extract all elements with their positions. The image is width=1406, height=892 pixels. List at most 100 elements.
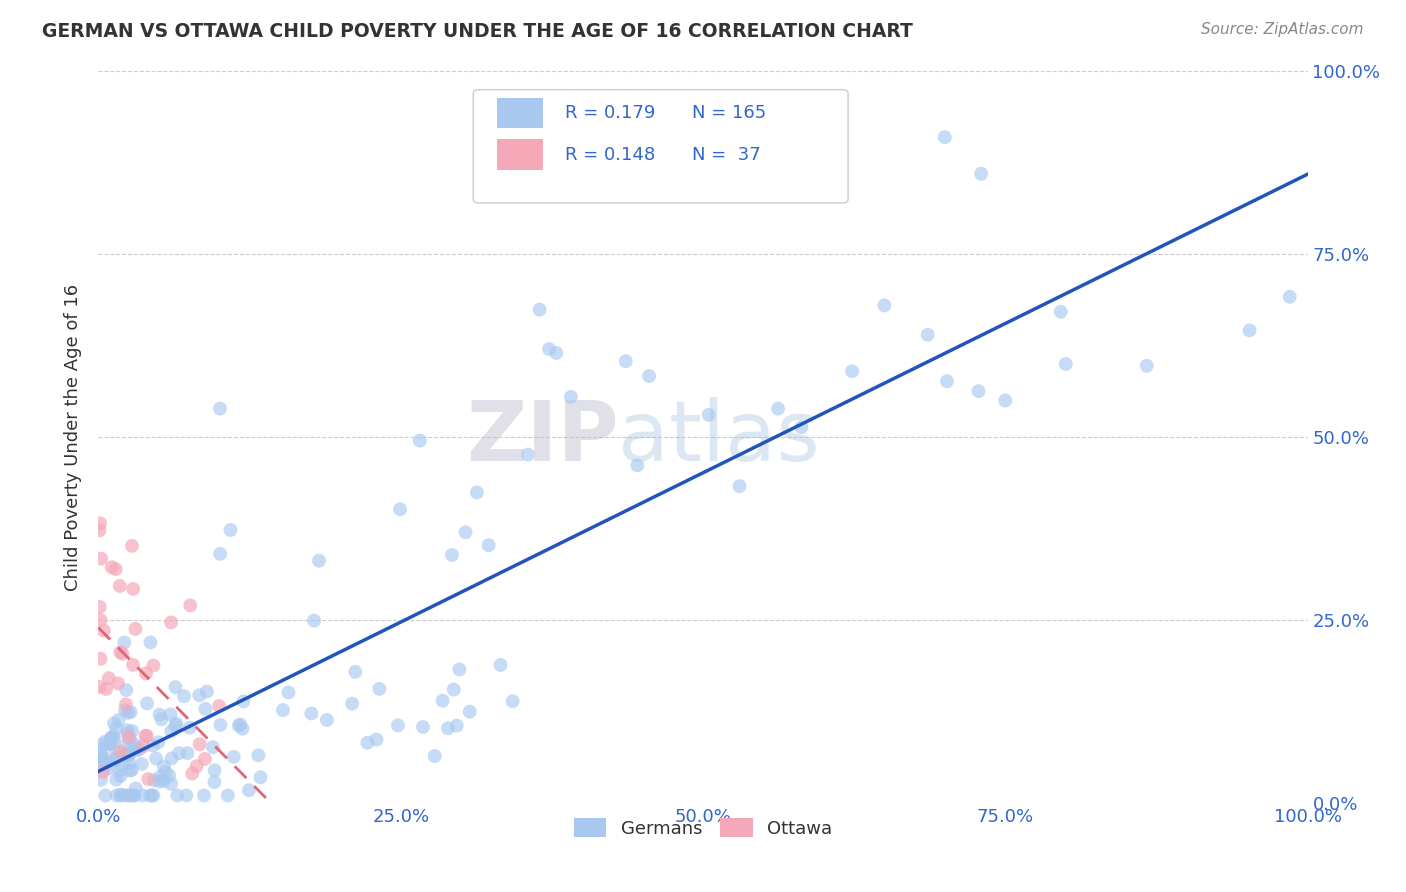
Point [90,613,112,627]
Point [124,738,146,752]
Point [193,789,215,803]
Point [118,748,141,763]
Point [614,354,637,368]
Point [141,789,163,803]
Point [209,718,232,732]
Point [117,730,139,744]
Point [91,765,114,780]
Point [89,516,111,531]
Point [228,718,250,732]
Point [89,524,111,538]
Point [91,752,114,766]
Point [128,742,150,756]
Point [841,364,863,378]
Point [449,662,471,676]
Point [131,756,153,771]
Point [994,393,1017,408]
Point [222,749,245,764]
Point [160,615,183,630]
Point [96,755,118,769]
Point [356,736,378,750]
Point [110,758,132,772]
Point [186,759,208,773]
Point [302,614,325,628]
Point [478,538,501,552]
Point [1278,290,1301,304]
Point [97,671,120,685]
Point [173,689,195,703]
Point [181,766,204,780]
Point [152,773,174,788]
Point [110,789,132,803]
Point [917,327,939,342]
Point [103,729,125,743]
Point [89,599,111,614]
Point [112,788,135,802]
Point [188,737,211,751]
Text: N = 165: N = 165 [692,104,766,122]
Point [387,718,409,732]
Point [1239,323,1261,337]
Point [142,789,165,803]
Point [107,676,129,690]
Point [110,788,132,802]
Point [142,739,165,753]
Point [157,768,180,782]
Point [368,681,391,696]
Point [165,719,187,733]
Point [209,547,232,561]
Point [136,697,159,711]
Point [247,748,270,763]
Point [136,772,159,786]
Point [110,645,132,659]
Point [271,703,294,717]
Point [104,753,127,767]
Point [934,130,956,145]
Point [117,706,139,720]
Point [366,732,388,747]
Point [728,479,751,493]
Point [454,525,477,540]
Point [179,721,201,735]
Point [90,742,112,756]
Point [143,773,166,788]
Point [179,599,201,613]
Point [100,560,122,574]
Text: R = 0.179: R = 0.179 [565,104,655,122]
Point [117,748,139,763]
Point [148,707,170,722]
Point [125,743,148,757]
Point [208,698,231,713]
Point [159,707,181,722]
Point [517,448,540,462]
Point [204,775,226,789]
Point [219,523,242,537]
Point [432,694,454,708]
Point [299,706,322,721]
Point [465,485,488,500]
Point [105,789,128,803]
Point [122,657,145,672]
Point [249,770,271,784]
Point [217,789,239,803]
Point [104,745,127,759]
Point [90,772,112,787]
FancyBboxPatch shape [474,90,848,203]
Point [165,680,187,694]
Point [91,737,114,751]
Point [98,737,121,751]
Bar [498,98,543,128]
Point [120,705,142,719]
Point [150,712,173,726]
Point [121,763,143,777]
Point [1136,359,1159,373]
Point [145,751,167,765]
Text: GERMAN VS OTTAWA CHILD POVERTY UNDER THE AGE OF 16 CORRELATION CHART: GERMAN VS OTTAWA CHILD POVERTY UNDER THE… [42,22,912,41]
Text: ZIP: ZIP [465,397,619,477]
Point [412,720,434,734]
Point [160,777,183,791]
Text: R = 0.148: R = 0.148 [565,145,655,164]
Point [697,408,720,422]
Point [132,789,155,803]
Point [107,713,129,727]
